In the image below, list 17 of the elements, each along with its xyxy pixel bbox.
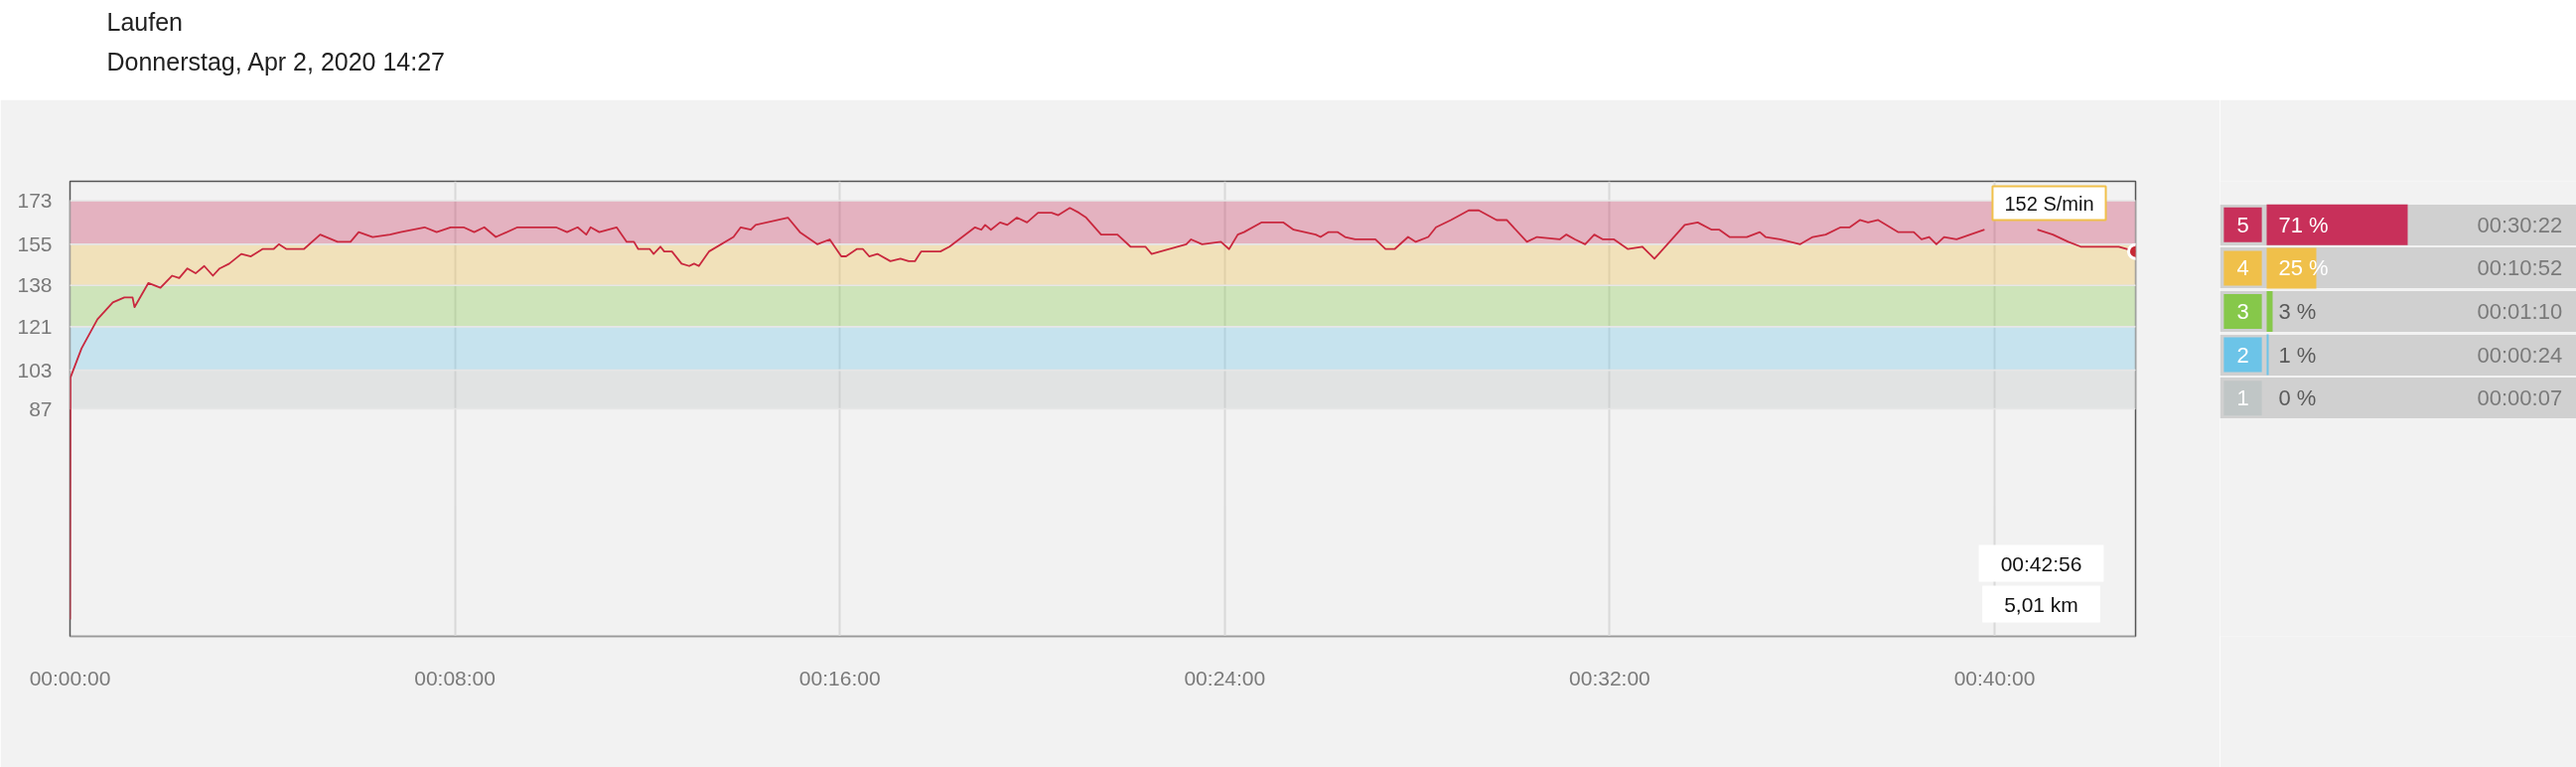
chart-title: Laufen — [106, 7, 183, 36]
annotation: 5,01 km — [2004, 592, 2078, 616]
x-tick-label: 00:40:00 — [1953, 666, 2036, 690]
x-tick-label: 00:24:00 — [1184, 666, 1266, 690]
y-tick-label: 173 — [17, 188, 53, 212]
y-tick-label: 138 — [17, 273, 53, 297]
chart-subtitle: Donnerstag, Apr 2, 2020 14:27 — [106, 47, 446, 76]
x-tick-label: 00:08:00 — [414, 666, 496, 690]
y-tick-label: 121 — [17, 314, 53, 338]
y-tick-label: 155 — [17, 231, 53, 255]
annotation: 152 S/min — [2004, 192, 2094, 215]
x-tick-label: 00:32:00 — [1569, 666, 1650, 690]
y-tick-label: 87 — [29, 396, 53, 420]
y-tick-label: 103 — [17, 358, 53, 382]
x-tick-label: 00:00:00 — [29, 666, 111, 690]
x-tick-label: 00:16:00 — [798, 666, 881, 690]
annotation: 00:42:56 — [2000, 551, 2082, 575]
